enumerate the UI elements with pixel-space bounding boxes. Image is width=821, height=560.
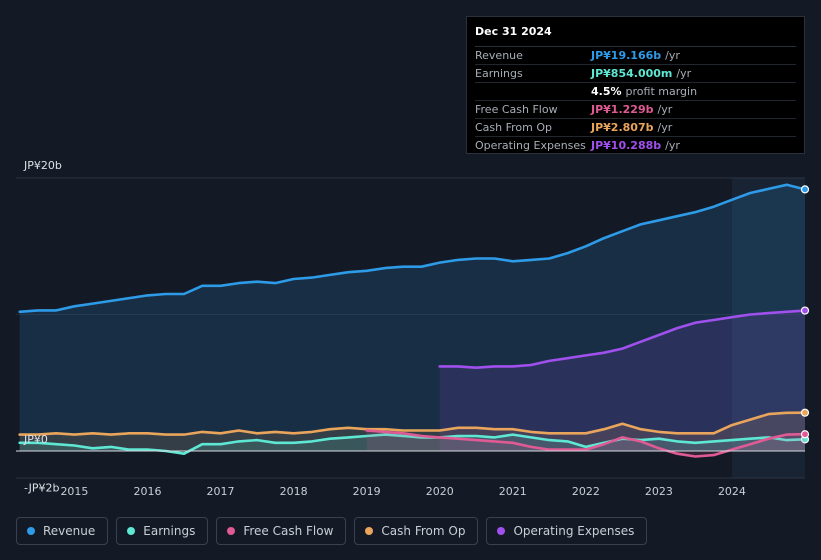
tooltip-label: Operating Expenses — [475, 139, 586, 152]
x-tick-label: 2022 — [572, 485, 600, 498]
line-cash-from-op — [18, 411, 807, 436]
tooltip-row-operating-expenses: Operating Expenses JP¥10.288b /yr — [475, 137, 796, 154]
tooltip-label: Revenue — [475, 49, 523, 62]
tooltip-unit: /yr — [665, 139, 680, 152]
tooltip-row-earnings: Earnings JP¥854.000m /yr — [475, 65, 796, 83]
tooltip-value: JP¥854.000m — [591, 67, 673, 80]
legend-item-operating-expenses[interactable]: Operating Expenses — [486, 517, 648, 545]
legend-dot-icon — [365, 527, 374, 535]
area-free-cash-flow — [366, 430, 805, 457]
tooltip-value: JP¥10.288b — [591, 139, 662, 152]
tooltip-row-revenue: Revenue JP¥19.166b /yr — [475, 47, 796, 65]
line-earnings — [18, 433, 807, 455]
legend-item-cash-from-op[interactable]: Cash From Op — [354, 517, 479, 545]
highlight-band — [731, 178, 805, 478]
endpoint-revenue — [800, 185, 810, 194]
tooltip-row-cash-from-op: Cash From Op JP¥2.807b /yr — [475, 119, 796, 137]
tooltip-unit: /yr — [676, 67, 692, 80]
line-free-cash-flow — [365, 429, 807, 458]
tooltip-label: Free Cash Flow — [475, 103, 558, 116]
chart: JP¥20b JP¥0 -JP¥2b 2015 2016 2017 2018 2019 2020… — [16, 159, 810, 498]
tooltip-unit: profit margin — [625, 85, 698, 98]
tooltip-row-free-cash-flow: Free Cash Flow JP¥1.229b /yr — [475, 101, 796, 119]
legend-item-earnings[interactable]: Earnings — [116, 517, 209, 545]
legend-label: Earnings — [143, 524, 196, 538]
tooltip-value: JP¥2.807b — [591, 121, 654, 134]
tooltip-label: Earnings — [475, 67, 523, 80]
tooltip-date: Dec 31 2024 — [475, 25, 796, 47]
tooltip-unit: /yr — [657, 121, 673, 134]
endpoint-free-cash-flow — [800, 430, 810, 439]
x-tick-label: 2016 — [134, 485, 162, 498]
line-operating-expenses — [438, 309, 807, 369]
x-tick-label: 2018 — [280, 485, 308, 498]
y-tick-label: JP¥20b — [23, 159, 62, 172]
tooltip-value: JP¥19.166b — [591, 49, 662, 62]
x-tick-label: 2019 — [353, 485, 381, 498]
endpoint-operating-expenses — [800, 306, 810, 315]
y-tick-label: JP¥0 — [23, 433, 48, 446]
legend-dot-icon — [227, 527, 236, 535]
tooltip: Dec 31 2024 Revenue JP¥19.166b /yr Earni… — [466, 16, 805, 154]
x-tick-label: 2017 — [207, 485, 235, 498]
legend-item-revenue[interactable]: Revenue — [16, 517, 109, 545]
legend-label: Free Cash Flow — [243, 524, 334, 538]
tooltip-unit: /yr — [665, 49, 680, 62]
legend-item-free-cash-flow[interactable]: Free Cash Flow — [216, 517, 347, 545]
tooltip-value: 4.5% — [591, 85, 622, 98]
x-tick-label: 2021 — [499, 485, 527, 498]
legend-label: Operating Expenses — [513, 524, 635, 538]
y-tick-label: -JP¥2b — [24, 481, 59, 494]
area-operating-expenses — [439, 310, 805, 451]
x-tick-label: 2024 — [718, 485, 746, 498]
legend-dot-icon — [127, 527, 136, 535]
endpoint-cash-from-op — [800, 408, 810, 417]
line-revenue — [18, 183, 807, 314]
area-earnings — [19, 434, 805, 454]
x-tick-label: 2015 — [60, 485, 88, 498]
x-tick-label: 2020 — [426, 485, 454, 498]
legend: Revenue Earnings Free Cash Flow Cash Fro… — [16, 517, 648, 545]
legend-label: Cash From Op — [381, 524, 466, 538]
legend-dot-icon — [497, 527, 506, 535]
legend-label: Revenue — [43, 524, 96, 538]
area-revenue — [19, 184, 805, 452]
tooltip-label: Cash From Op — [475, 121, 553, 134]
tooltip-row-profit-margin: 4.5% profit margin — [475, 83, 796, 101]
x-tick-label: 2023 — [645, 485, 673, 498]
tooltip-value: JP¥1.229b — [591, 103, 654, 116]
tooltip-unit: /yr — [657, 103, 673, 116]
legend-dot-icon — [27, 527, 35, 535]
